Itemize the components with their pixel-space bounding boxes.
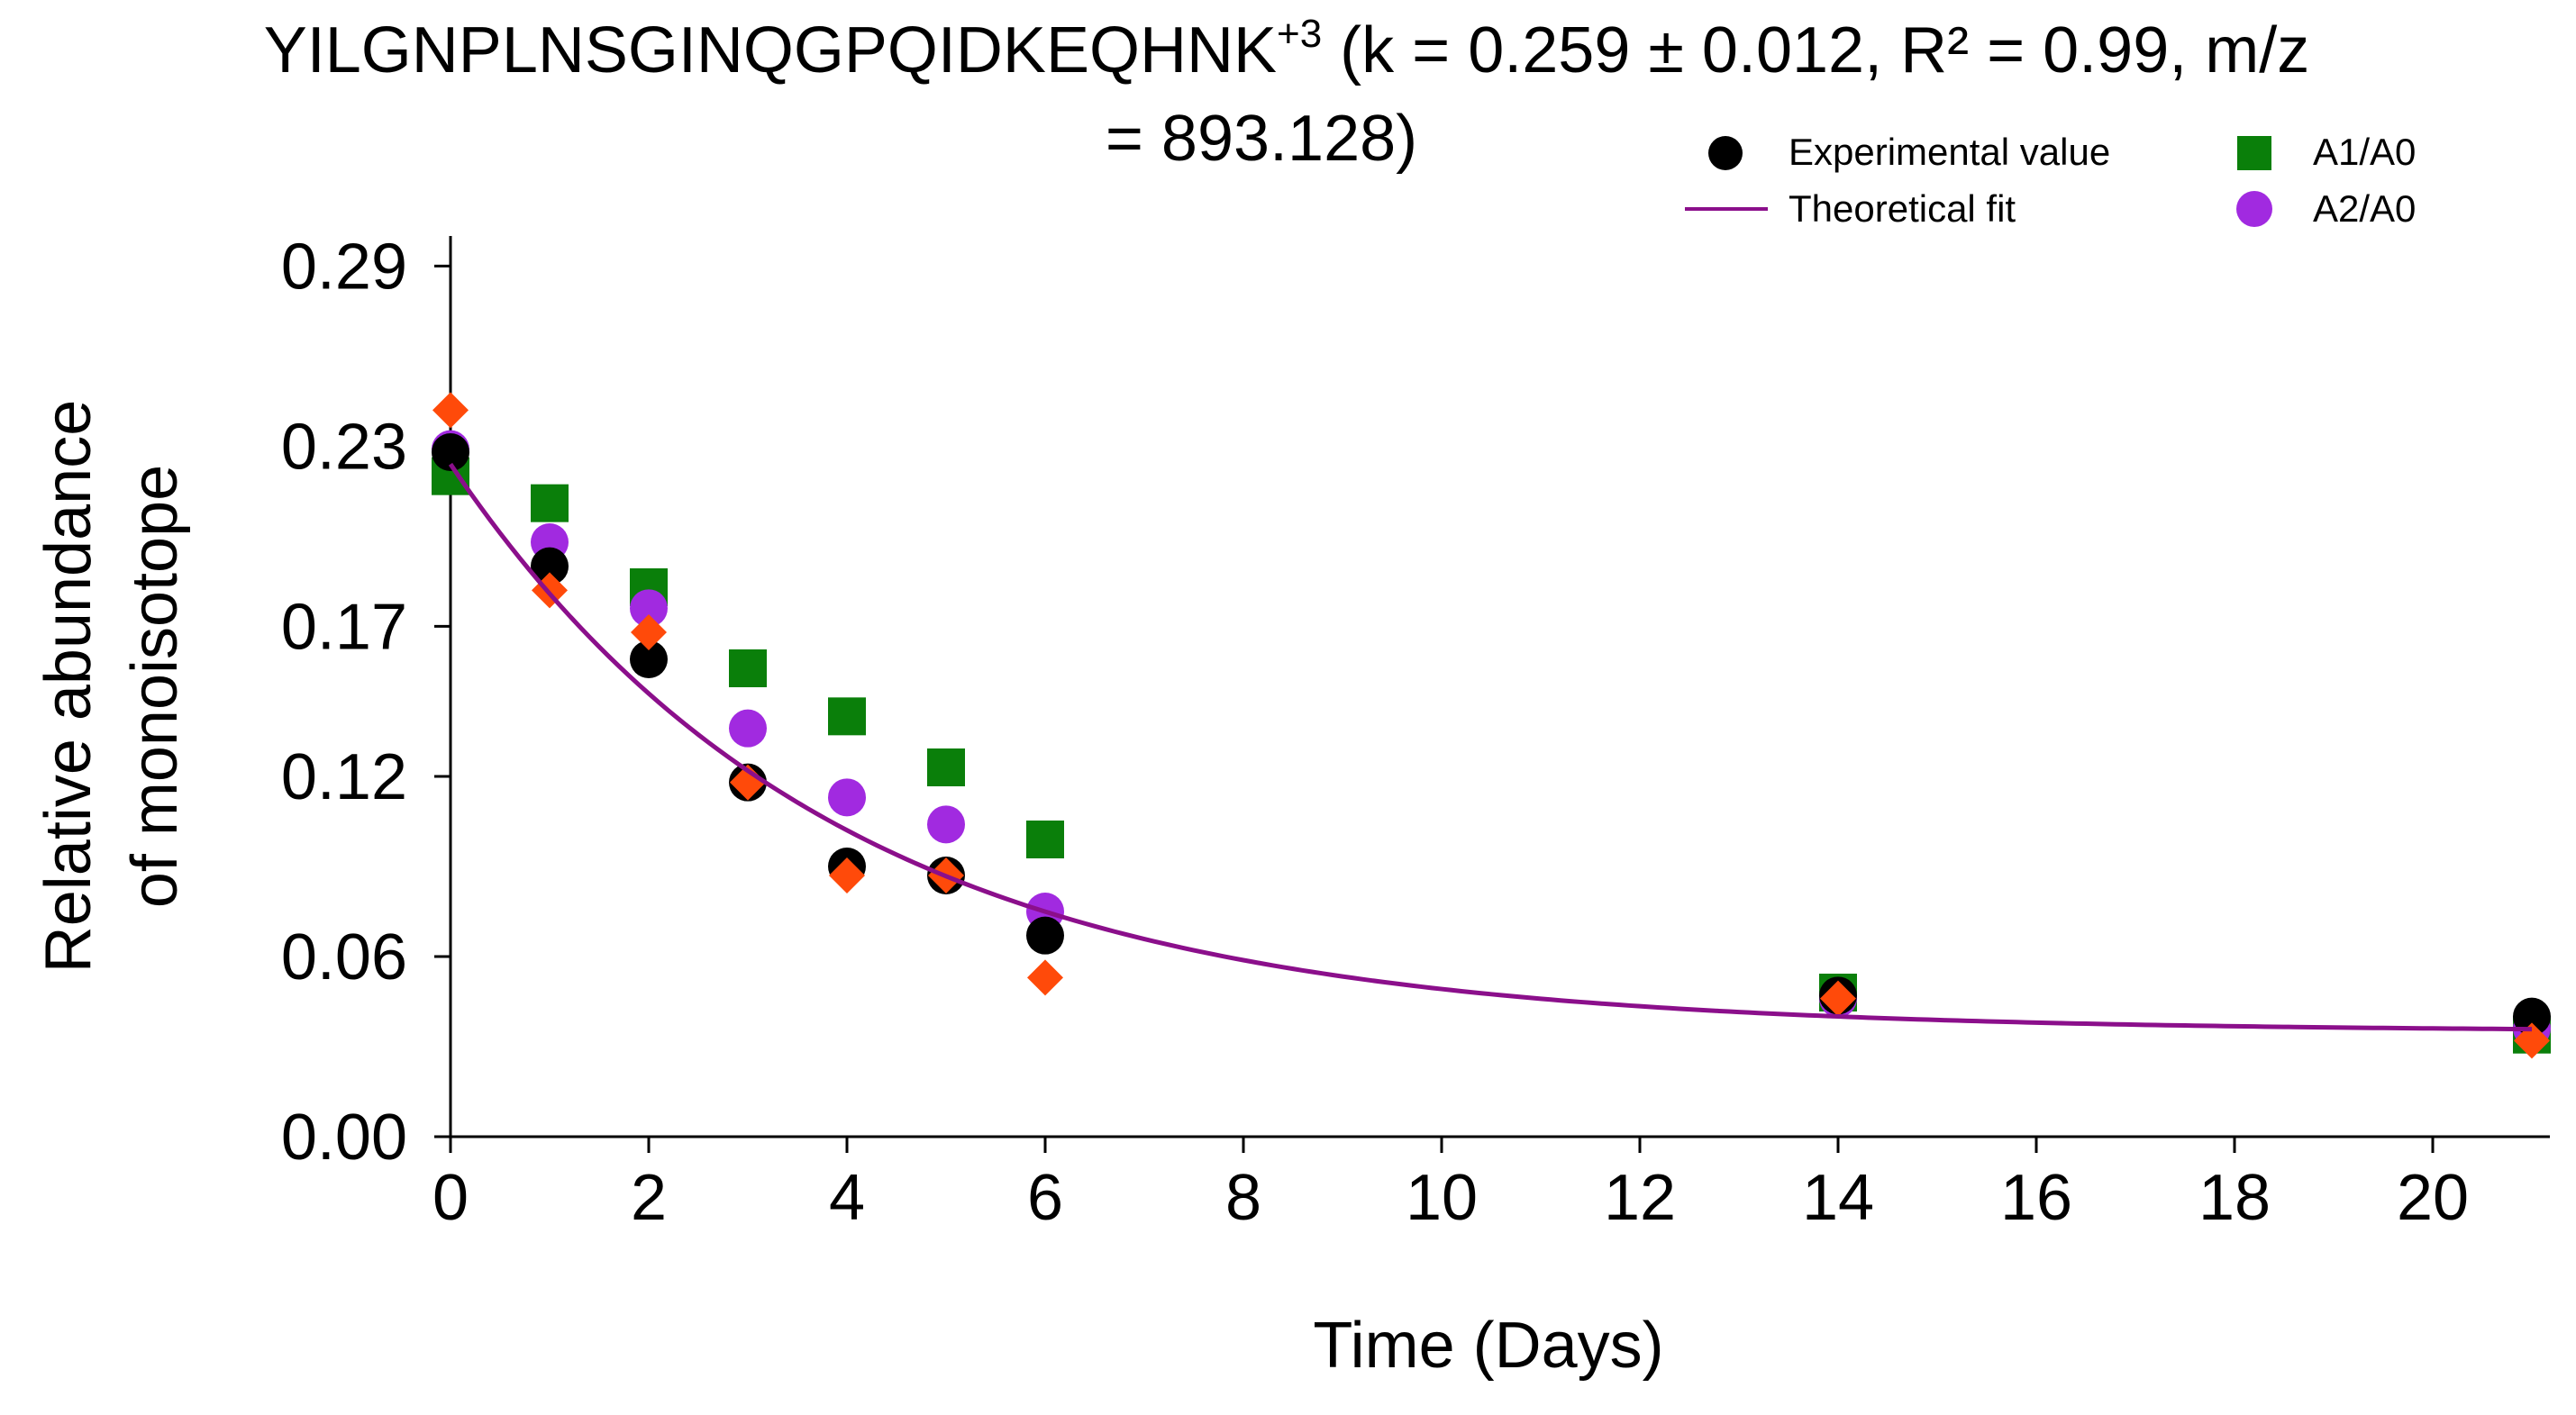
- data-point: [828, 697, 866, 736]
- data-point: [630, 589, 668, 628]
- y-tick-label: 0.00: [281, 1102, 407, 1174]
- x-axis-label: Time (Days): [1313, 1310, 1663, 1382]
- data-point: [1027, 959, 1063, 996]
- x-tick-label: 0: [432, 1162, 469, 1234]
- x-axis-ticks: 0 2 4 6 8 10 12 14 16 18 20: [432, 1137, 2469, 1234]
- y-tick-label: 0.17: [281, 591, 407, 663]
- data-point: [630, 640, 668, 678]
- legend-fit-label: Theoretical fit: [1789, 187, 2016, 230]
- legend-a2-label: A2/A0: [2313, 187, 2416, 230]
- data-point: [829, 857, 865, 893]
- legend-experimental-label: Experimental value: [1789, 131, 2110, 173]
- data-point: [729, 649, 767, 687]
- y-tick-label: 0.06: [281, 921, 407, 993]
- y-axis-ticks: 0.00 0.06 0.12 0.17 0.23 0.29: [281, 231, 451, 1174]
- legend-experimental-marker: [1708, 136, 1743, 170]
- x-tick-label: 4: [829, 1162, 865, 1234]
- data-point: [2514, 1022, 2550, 1059]
- data-point: [2513, 997, 2551, 1036]
- series-experimental-orange-: [432, 392, 2550, 1059]
- x-tick-label: 2: [631, 1162, 667, 1234]
- data-point: [432, 392, 469, 429]
- series-a1-a0: [432, 457, 2551, 1054]
- data-point: [531, 484, 569, 522]
- chart-title-peptide: YILGNPLNSGINQGPQIDKEQHNK: [264, 14, 1277, 86]
- data-point: [531, 547, 569, 585]
- data-point: [631, 614, 667, 650]
- x-tick-label: 16: [2000, 1162, 2072, 1234]
- chart-title-charge: +3: [1277, 12, 1322, 56]
- data-point: [729, 709, 767, 748]
- y-tick-label: 0.12: [281, 741, 407, 813]
- x-tick-label: 20: [2397, 1162, 2469, 1234]
- x-tick-label: 12: [1604, 1162, 1676, 1234]
- y-tick-label: 0.23: [281, 411, 407, 483]
- data-point: [1026, 821, 1064, 858]
- data-point: [1026, 916, 1064, 955]
- data-point: [1820, 980, 1856, 1017]
- x-tick-label: 6: [1027, 1162, 1063, 1234]
- y-tick-label: 0.29: [281, 231, 407, 303]
- legend-a1-marker: [2237, 136, 2271, 170]
- chart-title-line1: YILGNPLNSGINQGPQIDKEQHNK+3 (k = 0.259 ± …: [264, 12, 2310, 86]
- y-axis-label-line1: Relative abundance: [32, 400, 105, 973]
- data-series: [432, 392, 2551, 1059]
- chart-title-line2: = 893.128): [1106, 103, 1417, 175]
- data-point: [828, 778, 866, 817]
- x-tick-label: 14: [1802, 1162, 1874, 1234]
- x-tick-label: 18: [2198, 1162, 2271, 1234]
- y-axis-label-line2: of monoisotope: [119, 465, 191, 908]
- data-point: [432, 433, 469, 471]
- legend-a2-marker: [2236, 191, 2272, 227]
- x-tick-label: 8: [1225, 1162, 1261, 1234]
- legend-a1-label: A1/A0: [2313, 131, 2416, 173]
- data-point: [730, 764, 766, 801]
- legend: Experimental value Theoretical fit A1/A0…: [1685, 131, 2416, 230]
- chart-title-params: (k = 0.259 ± 0.012, R² = 0.99, m/z: [1322, 14, 2309, 86]
- series-a2-a0: [432, 430, 2551, 1048]
- data-point: [927, 748, 965, 786]
- data-point: [927, 805, 965, 844]
- x-tick-label: 10: [1406, 1162, 1478, 1234]
- theoretical-fit-curve: [448, 462, 2533, 1032]
